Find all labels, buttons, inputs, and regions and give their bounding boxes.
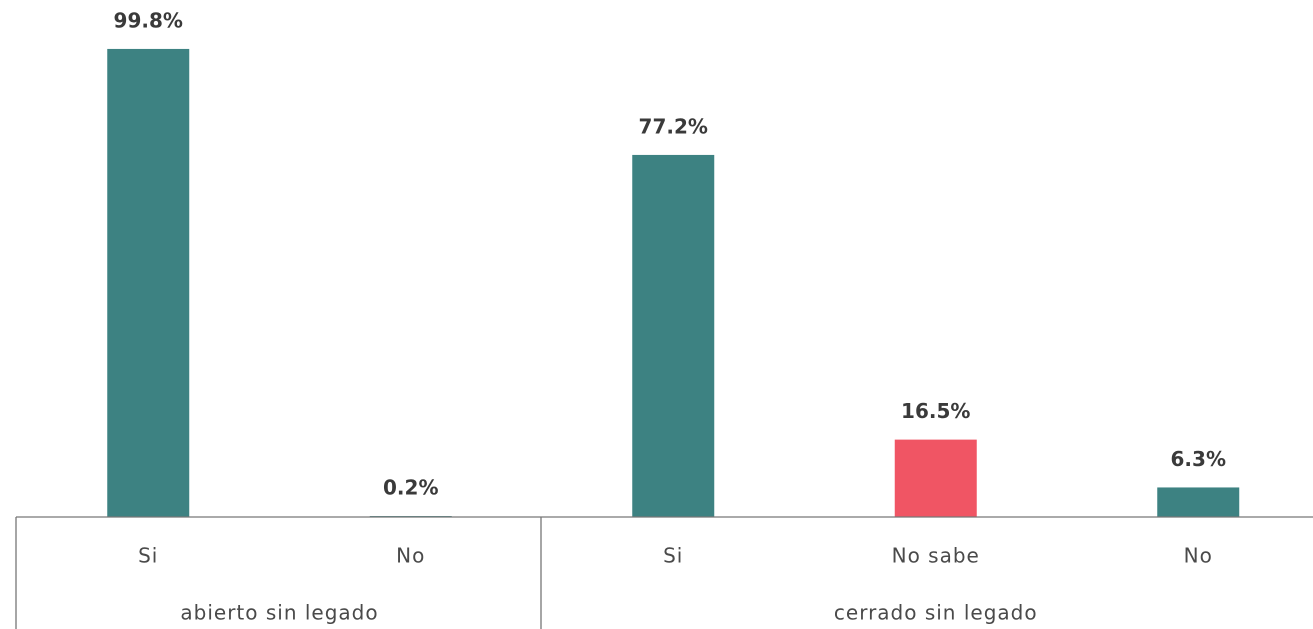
bar <box>107 48 190 518</box>
x-tick-label: Si <box>663 544 683 568</box>
x-tick-label: No <box>1184 544 1213 568</box>
x-tick-label: No sabe <box>892 544 980 568</box>
value-label: 6.3% <box>1171 447 1226 471</box>
value-label: 0.2% <box>383 476 438 500</box>
bar <box>632 154 715 517</box>
value-label: 77.2% <box>639 114 708 138</box>
x-tick-label: No <box>396 544 425 568</box>
group-label: cerrado sin legado <box>834 601 1038 625</box>
value-label: 99.8% <box>114 8 183 32</box>
bar <box>894 439 977 517</box>
x-tick-label: Si <box>138 544 158 568</box>
value-label: 16.5% <box>901 399 970 423</box>
bar <box>1157 487 1240 517</box>
group-label: abierto sin legado <box>180 601 378 625</box>
